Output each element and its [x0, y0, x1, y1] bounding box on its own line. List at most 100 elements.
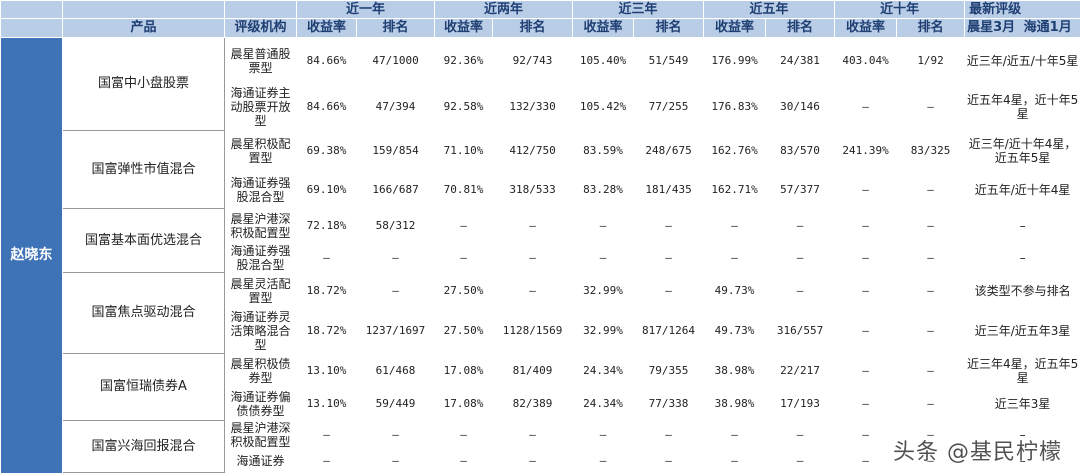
rank-value: 1128/1569 [492, 308, 574, 354]
table-row: 国富弹性市值混合 晨星积极配置型 69.38% 159/854 71.10% 412/75… [1, 130, 1080, 209]
table-row: 赵晓东 国富中小盘股票 晨星普通股票型 84.66% 47/1000 92.36% 92/7… [0, 37, 1080, 473]
header-rank: 排名 [633, 18, 705, 38]
return-value: 49.73% [703, 272, 767, 309]
rank-value: 83/570 [765, 130, 836, 171]
rank-value: 316/557 [765, 308, 836, 354]
return-value: – [703, 208, 767, 243]
rank-value: 412/750 [492, 130, 574, 171]
rating-agency: 海通证券强股混合型 [224, 242, 297, 273]
header-latest-sub: 晨星3月 海通1月 [964, 18, 1080, 38]
rank-value: 81/409 [492, 353, 574, 388]
header-rank: 排名 [492, 18, 574, 38]
return-value: – [434, 208, 494, 243]
return-value: 32.99% [572, 272, 635, 309]
table-row: 海通证券主动股票开放型 84.66% 47/394 92.58% 132/330 105.… [1, 83, 1080, 131]
return-value: 18.72% [296, 272, 357, 309]
header-rank: 排名 [355, 18, 436, 38]
return-value: 84.66% [296, 37, 357, 84]
rank-value: 61/468 [355, 353, 436, 388]
header-period-5y: 近五年 [703, 0, 836, 19]
return-value: – [834, 83, 898, 131]
return-value: – [434, 242, 494, 273]
return-value: – [703, 242, 767, 273]
return-value: 403.04% [834, 37, 898, 84]
rank-value: – [355, 449, 436, 473]
rank-value: 47/1000 [355, 37, 436, 84]
header-manager-col [0, 18, 63, 38]
header-return: 收益率 [434, 18, 494, 38]
rank-value: 318/533 [492, 170, 574, 209]
rank-value: – [896, 308, 966, 354]
latest-rating: 近三年/近五年3星 [964, 308, 1080, 354]
return-value: 83.28% [572, 170, 635, 209]
return-value: 162.71% [703, 170, 767, 209]
header-latest-sub1: 晨星3月 [967, 20, 1016, 35]
return-value: – [834, 242, 898, 273]
table-row: 海通证券灵活策略混合型 18.72% 1237/1697 27.50% 1128/156… [1, 308, 1080, 354]
header-period-10y: 近十年 [834, 0, 966, 19]
return-value: – [434, 449, 494, 473]
header-product: 产品 [62, 18, 225, 38]
table-row: 国富兴海回报混合 晨星沪港深积极配置型 – – – – – – – – – – – [1, 420, 1080, 473]
rank-value: 17/193 [765, 387, 836, 421]
rank-value: – [633, 208, 705, 243]
header-period-2y: 近两年 [434, 0, 574, 19]
return-value: 83.59% [572, 130, 635, 171]
rank-value: 248/675 [633, 130, 705, 171]
latest-rating: 近三年3星 [964, 387, 1080, 421]
header-return: 收益率 [703, 18, 767, 38]
return-value: 27.50% [434, 272, 494, 309]
return-value: 49.73% [703, 308, 767, 354]
return-value: 92.58% [434, 83, 494, 131]
return-value: 69.10% [296, 170, 357, 209]
return-value: 70.81% [434, 170, 494, 209]
latest-rating: – [964, 242, 1080, 273]
table-row: 国富焦点驱动混合 晨星灵活配置型 18.72% –27.50% –32.99% –49.7… [1, 272, 1080, 354]
table-row: 海通证券 – – – – – – – – – – – [1, 449, 1080, 473]
table-row: 国富恒瑞债券A 晨星积极债券型 13.10% 61/468 17.08% 81/409 24… [1, 353, 1080, 421]
rank-value: – [633, 420, 705, 450]
return-value: – [572, 449, 635, 473]
table-row: 海通证券强股混合型 – – – – – – – – – – – [1, 242, 1080, 273]
return-value: 241.39% [834, 130, 898, 171]
return-value: 105.40% [572, 37, 635, 84]
header-blank-3 [224, 0, 297, 19]
manager-name: 赵晓东 [0, 37, 63, 473]
rank-value: 132/330 [492, 83, 574, 131]
rank-value: – [765, 420, 836, 450]
rating-agency: 晨星灵活配置型 [224, 272, 297, 309]
rank-value: – [896, 420, 966, 450]
return-value: – [703, 420, 767, 450]
table-row: 国富基本面优选混合 晨星沪港深积极配置型 72.18% 58/312– – – – – – – – – [1, 208, 1080, 273]
rating-agency: 晨星普通股票型 [224, 37, 297, 84]
rank-value: – [633, 449, 705, 473]
rank-value: – [896, 83, 966, 131]
rating-agency: 晨星沪港深积极配置型 [224, 420, 297, 450]
rank-value: 1237/1697 [355, 308, 436, 354]
rating-agency: 海通证券灵活策略混合型 [224, 308, 297, 354]
fund-name: 国富基本面优选混合 [62, 208, 225, 273]
rank-value: 57/377 [765, 170, 836, 209]
return-value: – [296, 242, 357, 273]
rank-value: 817/1264 [633, 308, 705, 354]
rank-value: 59/449 [355, 387, 436, 421]
latest-rating: 近五年4星，近十年5星 [964, 83, 1080, 131]
rank-value: – [896, 272, 966, 309]
header-period-1y: 近一年 [295, 0, 436, 19]
fund-name: 国富兴海回报混合 [62, 420, 225, 473]
rank-value: – [896, 387, 966, 421]
rank-value: 82/389 [492, 387, 574, 421]
return-value: 24.34% [572, 387, 635, 421]
rank-value: 22/217 [765, 353, 836, 388]
return-value: 69.38% [296, 130, 357, 171]
rank-value: – [492, 208, 574, 243]
return-value: – [703, 449, 767, 473]
return-value: – [572, 420, 635, 450]
return-value: – [834, 420, 898, 450]
latest-rating: 近三年4星，近五年5星 [964, 353, 1080, 388]
return-value: 84.66% [296, 83, 357, 131]
rank-value: – [355, 272, 436, 309]
latest-rating: – [964, 420, 1080, 450]
rank-value: – [765, 449, 836, 473]
